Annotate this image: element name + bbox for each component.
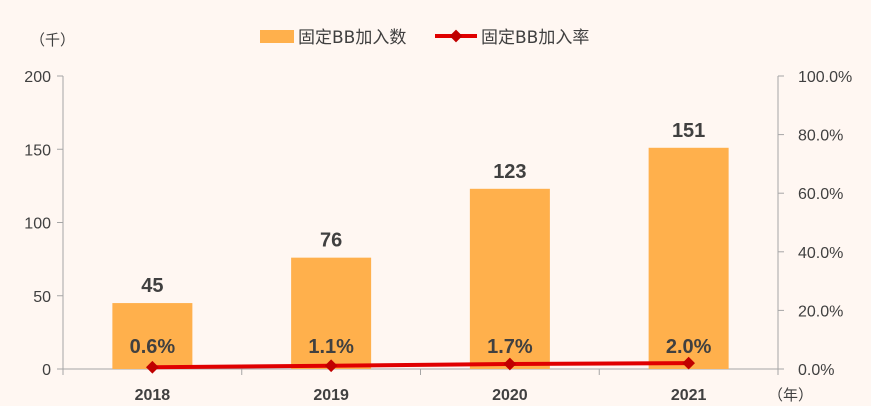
bar-value-label: 76: [320, 230, 342, 252]
rate-point: [324, 359, 338, 373]
right-tick-label: 60.0%: [798, 186, 843, 203]
data-labels: 45 76 123 151 0.6% 1.1% 1.7% 2.0%: [130, 120, 712, 358]
rate-value-label: 1.7%: [487, 336, 533, 358]
rate-value-label: 0.6%: [130, 336, 176, 358]
right-tick-label: 80.0%: [798, 128, 843, 145]
right-tick-label: 20.0%: [798, 303, 843, 320]
legend: 固定BB加入数 固定BB加入率: [260, 28, 589, 48]
legend-swatch-bar: [260, 30, 294, 43]
legend-label-line: 固定BB加入率: [481, 28, 589, 48]
left-tick-label: 150: [24, 142, 51, 159]
x-tick-label: 2018: [135, 387, 171, 404]
legend-label-bar: 固定BB加入数: [298, 28, 406, 48]
left-tick-label: 100: [24, 216, 51, 233]
bar: [112, 303, 193, 369]
bar-value-label: 151: [672, 120, 705, 142]
left-axis-unit: （千）: [30, 31, 75, 49]
rate-point: [146, 360, 159, 374]
rate-line: [146, 356, 695, 374]
left-tick-label: 200: [24, 69, 51, 86]
bar: [648, 147, 729, 369]
bar: [291, 257, 372, 369]
left-tick-label: 0: [42, 362, 51, 379]
right-tick-label: 0.0%: [798, 362, 834, 379]
bar-value-label: 45: [141, 275, 163, 297]
x-tick-label: 2019: [313, 387, 349, 404]
bars: [112, 147, 729, 369]
rate-value-label: 1.1%: [308, 336, 354, 358]
rate-line-path: [152, 361, 689, 370]
right-tick-label: 100.0%: [798, 69, 852, 86]
x-tick-label: 2020: [492, 387, 528, 404]
bar: [469, 188, 550, 369]
rate-value-label: 2.0%: [666, 336, 712, 358]
bar-value-label: 123: [493, 161, 526, 183]
left-tick-label: 50: [33, 289, 51, 306]
right-tick-label: 40.0%: [798, 245, 843, 262]
x-axis-unit: （年）: [768, 386, 813, 404]
x-tick-label: 2021: [671, 387, 707, 404]
legend-swatch-marker: [449, 29, 463, 43]
axes: 0 50 100 150 200 0.0% 20.0% 40.0% 60.0% 80.0% 100.…: [24, 69, 852, 404]
